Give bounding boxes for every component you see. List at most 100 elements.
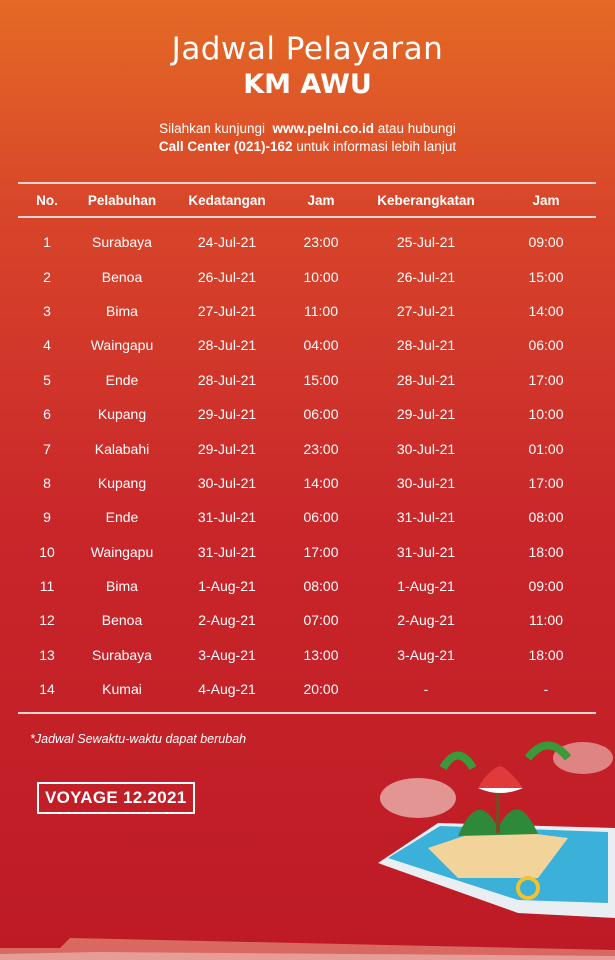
table-row: 5 Ende 28-Jul-21 15:00 28-Jul-21 17:00 [18,363,596,397]
cell-port: Ende [105,509,139,526]
cell-port: Bima [106,578,138,595]
table-row: 8 Kupang 30-Jul-21 14:00 30-Jul-21 17:00 [18,466,596,500]
cell-arrival-time: 06:00 [303,509,339,526]
cell-departure-date: 28-Jul-21 [396,337,456,354]
cell-port: Kupang [97,474,147,491]
cell-departure-date: 31-Jul-21 [396,509,456,526]
cell-arrival-date: 30-Jul-21 [197,474,257,491]
cell-port: Surabaya [92,234,152,251]
table-row: 14 Kumai 4-Aug-21 20:00 - - [18,672,596,706]
col-header-departure-time: Jam [532,192,560,208]
cell-arrival-time: 20:00 [303,681,339,698]
col-header-arrival: Kedatangan [188,192,266,208]
contact-text-pre: Silahkan kunjungi [159,121,265,136]
table-body: 1 Surabaya 24-Jul-21 23:00 25-Jul-21 09:00 2 Be… [18,217,596,706]
cell-arrival-date: 24-Jul-21 [197,234,257,251]
cell-departure-date: 3-Aug-21 [397,646,455,663]
cell-departure-time: 18:00 [528,646,564,663]
cell-no: 1 [43,234,51,251]
cell-port: Benoa [101,268,143,285]
cell-port: Ende [105,371,139,388]
cell-no: 4 [43,337,51,354]
beach-book-illustration [378,741,615,918]
cell-arrival-time: 08:00 [303,578,339,595]
header: Jadwal Pelayaran KM AWU [0,30,615,102]
cell-no: 7 [43,440,51,457]
cell-no: 13 [39,646,55,663]
page-title: Jadwal Pelayaran [171,31,444,67]
cell-no: 14 [39,681,55,698]
table-top-rule [18,182,596,184]
table-header-rule [18,216,596,218]
cell-arrival-date: 29-Jul-21 [197,406,257,423]
col-header-no: No. [36,192,58,208]
contact-line-2: Call Center (021)-162 untuk informasi le… [0,138,615,156]
cell-departure-time: 01:00 [528,440,564,457]
cell-departure-date: 25-Jul-21 [396,234,456,251]
cell-departure-time: 08:00 [528,509,564,526]
cell-no: 10 [39,543,55,560]
cell-departure-date: 30-Jul-21 [396,474,456,491]
cell-port: Kupang [97,406,147,423]
cell-arrival-date: 1-Aug-21 [198,578,256,595]
cell-departure-date: 29-Jul-21 [396,406,456,423]
cell-departure-date: 27-Jul-21 [396,302,456,319]
cell-no: 8 [43,474,51,491]
cell-arrival-date: 31-Jul-21 [197,543,257,560]
cell-departure-time: 14:00 [528,302,564,319]
table-row: 6 Kupang 29-Jul-21 06:00 29-Jul-21 10:00 [18,397,596,431]
cell-arrival-date: 27-Jul-21 [197,302,257,319]
cell-arrival-date: 2-Aug-21 [198,612,256,629]
cell-arrival-time: 07:00 [303,612,339,629]
table-bottom-rule [18,712,596,714]
cell-arrival-date: 3-Aug-21 [198,646,256,663]
cell-departure-time: 15:00 [528,268,564,285]
schedule-table: No. Pelabuhan Kedatangan Jam Keberangkat… [18,183,596,706]
contact-info: Silahkan kunjungi www.pelni.co.id atau h… [0,120,615,156]
table-row: 2 Benoa 26-Jul-21 10:00 26-Jul-21 15:00 [18,259,596,293]
cell-arrival-time: 11:00 [304,302,338,319]
cell-no: 5 [43,371,51,388]
cell-departure-time: 11:00 [529,612,563,629]
cell-departure-time: 17:00 [528,371,564,388]
cell-arrival-date: 29-Jul-21 [197,440,257,457]
col-header-departure: Keberangkatan [377,192,475,208]
cell-arrival-time: 13:00 [303,646,339,663]
cell-departure-time: 18:00 [528,543,564,560]
cell-no: 9 [43,509,51,526]
cell-arrival-time: 17:00 [303,543,339,560]
cell-no: 12 [39,612,55,629]
cell-arrival-time: 15:00 [303,371,339,388]
cell-port: Benoa [101,612,143,629]
cell-departure-time: 06:00 [528,337,564,354]
cell-no: 2 [43,268,51,285]
cell-arrival-date: 28-Jul-21 [197,337,257,354]
table-header-row: No. Pelabuhan Kedatangan Jam Keberangkat… [18,183,596,217]
ship-name: KM AWU [243,69,372,100]
voyage-badge: VOYAGE 12.2021 [37,782,195,814]
cell-arrival-date: 4-Aug-21 [198,681,256,698]
table-row: 1 Surabaya 24-Jul-21 23:00 25-Jul-21 09:00 [18,217,596,259]
cell-arrival-time: 23:00 [303,234,339,251]
cell-port: Kumai [102,681,142,698]
contact-text-tail: untuk informasi lebih lanjut [296,139,457,154]
cell-departure-date: 26-Jul-21 [396,268,456,285]
col-header-arrival-time: Jam [307,192,335,208]
call-center: Call Center (021)-162 [158,139,293,154]
cell-departure-date: 31-Jul-21 [396,543,456,560]
col-header-port: Pelabuhan [87,192,157,208]
cell-departure-date: 1-Aug-21 [397,578,455,595]
cell-port: Kalabahi [94,440,150,457]
table-row: 11 Bima 1-Aug-21 08:00 1-Aug-21 09:00 [18,569,596,603]
cell-port: Waingapu [90,337,154,354]
cell-departure-time: - [543,681,549,698]
cell-port: Surabaya [92,646,152,663]
cell-departure-time: 09:00 [528,578,564,595]
cell-departure-date: 30-Jul-21 [396,440,456,457]
table-row: 13 Surabaya 3-Aug-21 13:00 3-Aug-21 18:00 [18,638,596,672]
cell-arrival-time: 04:00 [303,337,339,354]
cell-arrival-date: 28-Jul-21 [197,371,257,388]
cell-arrival-time: 10:00 [303,268,339,285]
website-link[interactable]: www.pelni.co.id [272,121,374,136]
cell-arrival-time: 14:00 [303,474,339,491]
